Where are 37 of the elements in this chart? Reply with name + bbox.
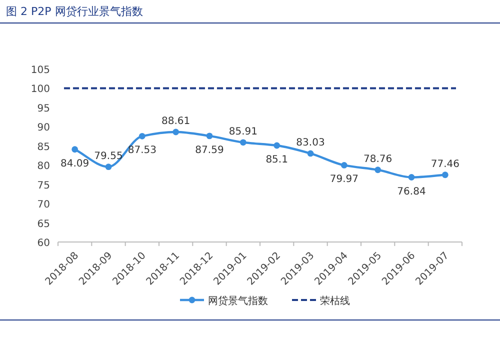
legend-label: 荣枯线 (320, 295, 350, 307)
chart-title: 图 2 P2P 网贷行业景气指数 (6, 5, 143, 18)
point (307, 150, 314, 157)
point (240, 139, 246, 146)
point (105, 164, 112, 170)
y-tick-label: 65 (37, 218, 50, 230)
y-tick-label: 60 (37, 238, 50, 249)
y-tick-label: 95 (37, 103, 50, 114)
y-tick-label: 100 (30, 84, 50, 96)
y-tick-label: 75 (37, 180, 50, 192)
point (274, 142, 280, 149)
point (206, 132, 213, 140)
point (72, 146, 78, 153)
y-tick-label: 85 (37, 142, 50, 153)
data-label: 79.55 (94, 150, 123, 162)
data-label: 85.91 (228, 126, 258, 138)
y-tick-label: 105 (30, 65, 50, 76)
data-label: 76.84 (397, 186, 426, 198)
data-label: 85.1 (266, 154, 288, 166)
y-tick-label: 80 (37, 161, 50, 172)
point (374, 166, 382, 174)
point (408, 174, 415, 180)
data-label: 83.03 (296, 137, 325, 148)
data-label: 78.76 (364, 154, 392, 165)
data-label: 87.59 (195, 144, 224, 156)
point (340, 162, 348, 168)
point (442, 172, 448, 178)
data-label: 79.97 (330, 174, 358, 186)
data-label: 84.09 (60, 158, 90, 170)
legend-label: 网贷景气指数 (208, 295, 268, 307)
point (138, 132, 146, 140)
point (172, 128, 180, 136)
data-label: 87.53 (128, 145, 156, 156)
data-label: 77.46 (430, 158, 460, 170)
y-tick-label: 90 (37, 122, 50, 134)
data-label: 88.61 (162, 116, 190, 128)
y-tick-label: 70 (37, 200, 50, 211)
